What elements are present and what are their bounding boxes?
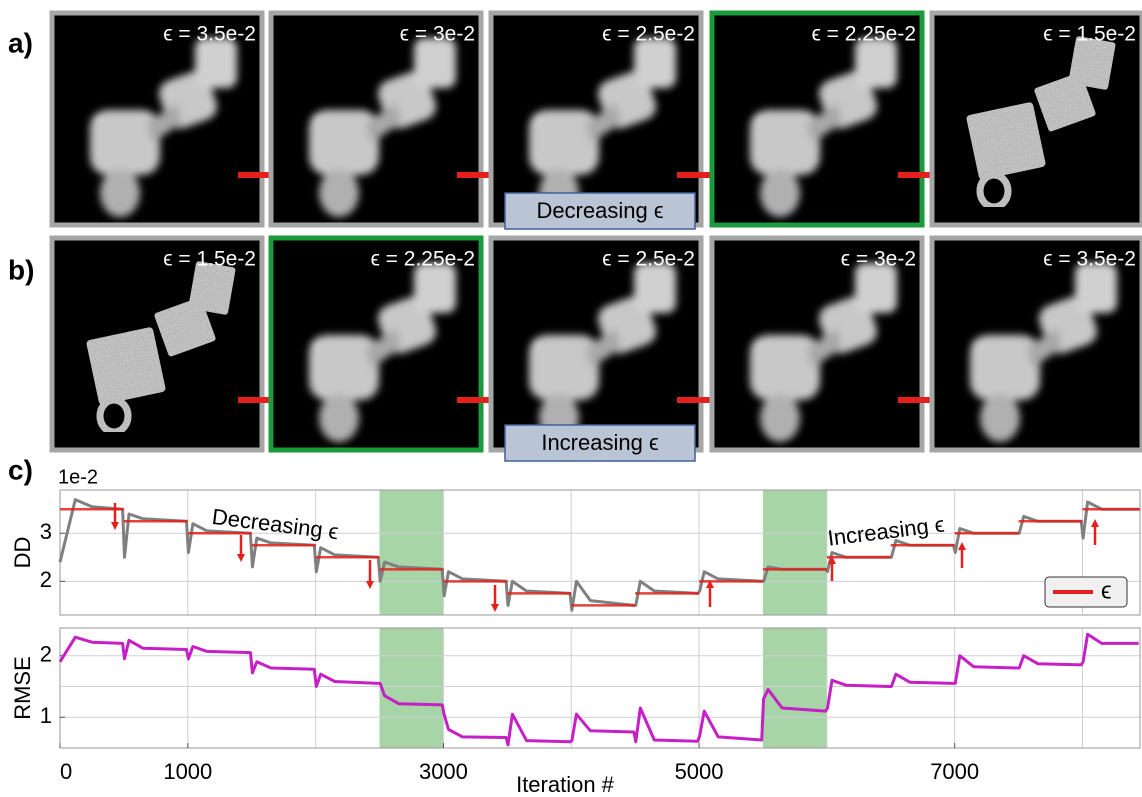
panel-label: c)	[8, 454, 33, 485]
caption: Decreasing ϵ	[536, 198, 663, 223]
caption-box	[504, 424, 696, 462]
y-tick-label: 2	[40, 642, 52, 667]
epsilon-label: ϵ = 3e-2	[841, 248, 916, 271]
highlight-band	[379, 628, 444, 748]
plot-frame	[59, 489, 1141, 616]
y-axis-label: RMSE	[10, 656, 35, 720]
data-line	[58, 632, 1139, 747]
data-line	[58, 498, 1139, 612]
y-axis-label: DD	[10, 537, 35, 569]
legend-label: ϵ	[1101, 577, 1112, 604]
y-tick-label: 1	[40, 703, 52, 728]
epsilon-label: ϵ = 1.5e-2	[1043, 23, 1136, 46]
panel-label: a)	[8, 27, 33, 58]
epsilon-label: ϵ = 3.5e-2	[163, 23, 256, 46]
plot-area	[60, 628, 1140, 748]
epsilon-label: ϵ = 2.25e-2	[371, 248, 475, 271]
x-tick-label: 5000	[675, 759, 724, 784]
highlight-band	[379, 490, 444, 615]
x-tick-label: 1000	[163, 759, 212, 784]
epsilon-label: ϵ = 2.5e-2	[602, 248, 695, 271]
epsilon-label: ϵ = 3e-2	[400, 23, 475, 46]
y-multiplier: 1e-2	[58, 466, 98, 488]
epsilon-label: ϵ = 2.25e-2	[812, 23, 916, 46]
epsilon-label: ϵ = 1.5e-2	[163, 248, 256, 271]
y-tick-label: 3	[40, 519, 52, 544]
x-tick-label: 0	[60, 759, 72, 784]
x-tick-label: 7000	[930, 759, 979, 784]
panel-label: b)	[8, 254, 34, 285]
y-tick-label: 2	[40, 567, 52, 592]
epsilon-label: ϵ = 3.5e-2	[1043, 248, 1136, 271]
highlight-band	[762, 490, 827, 615]
x-tick-label: 3000	[419, 759, 468, 784]
epsilon-label: ϵ = 2.5e-2	[602, 23, 695, 46]
plot-frame	[59, 627, 1141, 749]
x-axis-label: Iteration #	[516, 772, 615, 797]
caption: Increasing ϵ	[541, 430, 658, 455]
caption-box	[504, 192, 696, 230]
highlight-band	[762, 628, 827, 748]
